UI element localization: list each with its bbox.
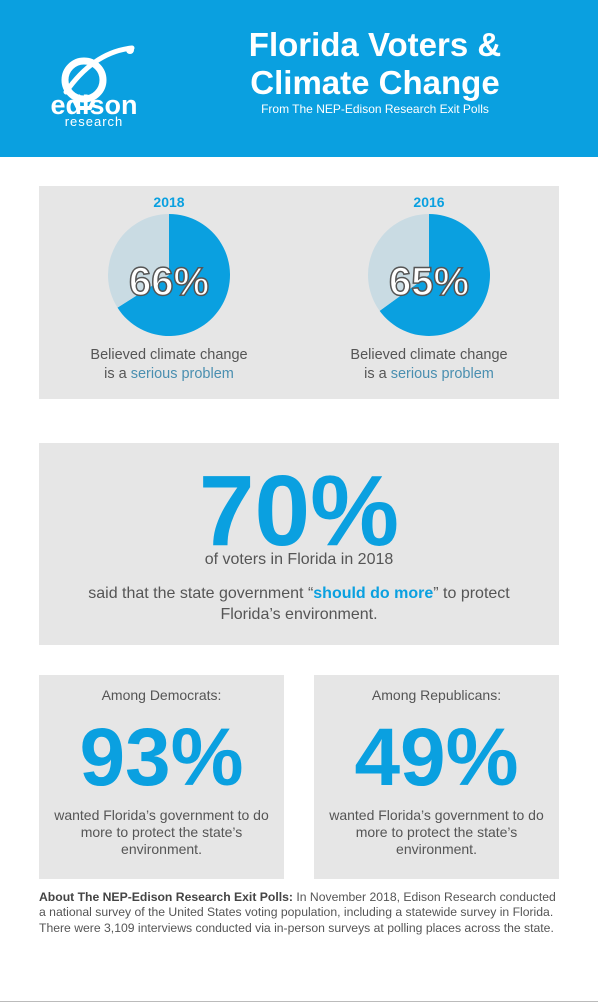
pie-2018: 2018 66% Believed climate change is a se…	[39, 186, 299, 399]
pie-slice-remainder	[108, 214, 169, 308]
pie-year-label: 2016	[413, 194, 445, 210]
page-subtitle: From The NEP-Edison Research Exit Polls	[261, 102, 489, 116]
republicans-caption: wanted Florida’s government to do more t…	[329, 807, 544, 857]
pie-chart-2018	[108, 214, 230, 336]
pie-chart-2016	[368, 214, 490, 336]
logo-subtext: research	[64, 114, 124, 129]
overall-percentage: 70%	[198, 455, 400, 567]
pie-slice-serious	[117, 214, 230, 336]
pie-caption: Believed climate change is a serious pro…	[299, 346, 559, 384]
pie-slice-remainder	[368, 214, 429, 311]
bottom-divider	[0, 1001, 598, 1002]
overall-line2-post: ” to protect Florida’s environment.	[220, 585, 510, 623]
about-label: About The NEP-Edison Research Exit Polls…	[39, 890, 293, 904]
logo-wordmark: edison	[50, 90, 138, 120]
overall-line-1: of voters in Florida in 2018	[204, 551, 394, 568]
democrats-caption: wanted Florida’s government to do more t…	[54, 807, 269, 857]
pie-caption-highlight: serious problem	[130, 366, 234, 382]
democrats-title: Among Democrats:	[101, 687, 222, 703]
pie-caption: Believed climate change is a serious pro…	[39, 346, 299, 384]
title-line-2: Climate Change	[250, 64, 500, 101]
pie-caption-mid: is a	[104, 366, 131, 382]
page-title: Florida Voters & Climate Change	[210, 26, 540, 102]
about-text: About The NEP-Edison Research Exit Polls…	[39, 890, 561, 936]
pie-slice-serious	[379, 214, 490, 336]
republicans-title: Among Republicans:	[371, 687, 502, 703]
democrats-panel: Among Democrats: 93% wanted Florida’s go…	[39, 675, 284, 879]
pie-caption-highlight: serious problem	[390, 366, 494, 382]
title-line-1: Florida Voters &	[248, 26, 502, 63]
pie-caption-line1: Believed climate change	[90, 347, 248, 363]
pie-caption-line1: Believed climate change	[350, 347, 508, 363]
about-body: In November 2018, Edison Research conduc…	[39, 890, 556, 935]
democrats-percentage: 93%	[79, 712, 244, 803]
header-banner: edison research Florida Voters & Climate…	[0, 0, 598, 157]
pie-value-label: 65%	[388, 259, 470, 305]
pie-comparison-panel: 2018 66% Believed climate change is a se…	[39, 186, 559, 399]
pie-value-label: 66%	[128, 259, 210, 305]
overall-highlight: should do more	[313, 585, 434, 602]
republicans-panel: Among Republicans: 49% wanted Florida’s …	[314, 675, 559, 879]
overall-stat-panel: 70% of voters in Florida in 2018 said th…	[39, 443, 559, 645]
lightbulb-logo-icon	[61, 45, 135, 110]
pie-year-label: 2018	[153, 194, 185, 210]
pie-2016: 2016 65% Believed climate change is a se…	[299, 186, 559, 399]
republicans-percentage: 49%	[354, 712, 519, 803]
overall-line2-pre: said that the state government “	[88, 585, 314, 602]
overall-line-2: said that the state government “should d…	[59, 583, 539, 625]
pie-caption-mid: is a	[364, 366, 391, 382]
